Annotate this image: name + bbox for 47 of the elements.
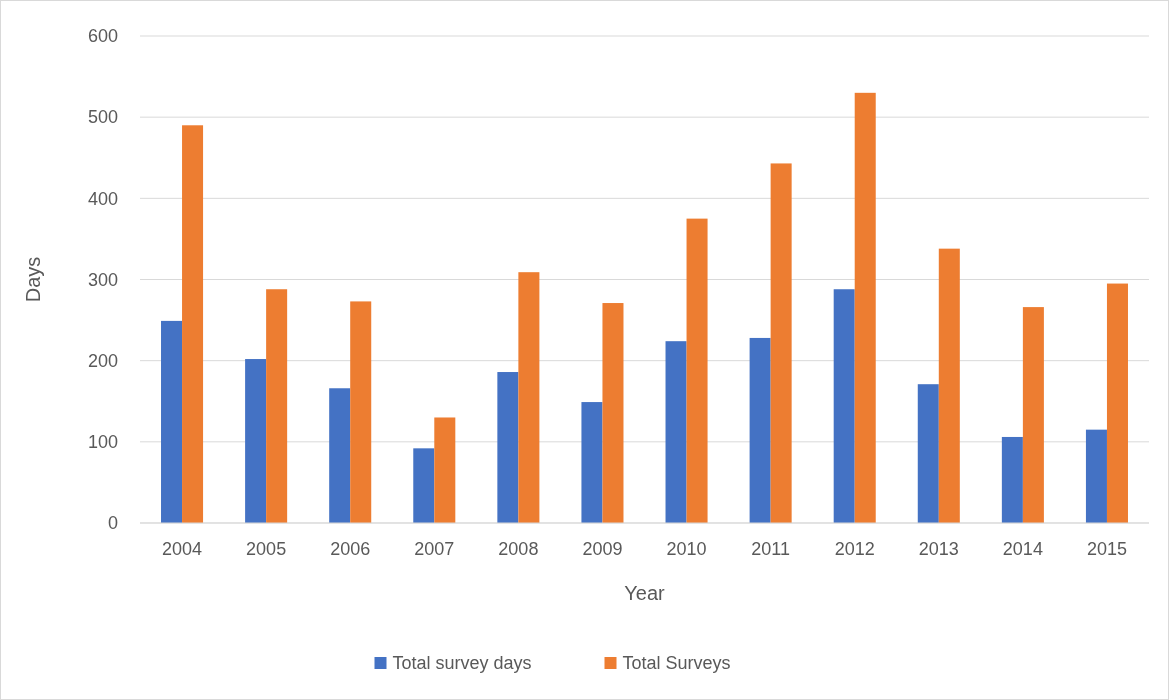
y-axis-title: Days (22, 256, 44, 303)
bar (518, 272, 540, 523)
legend-label: Total Surveys (622, 653, 731, 674)
bar (182, 125, 204, 523)
x-tick-label: 2010 (666, 539, 707, 559)
y-tick-label: 600 (87, 26, 118, 47)
bar (749, 337, 771, 523)
y-tick-label: 500 (87, 107, 118, 128)
x-tick-label: 2008 (498, 539, 539, 559)
bar (497, 372, 519, 523)
y-tick-label: 300 (87, 269, 118, 290)
y-tick-label: 0 (107, 513, 118, 534)
bar (770, 163, 792, 523)
x-tick-label: 2014 (1002, 539, 1043, 559)
x-tick-label: 2015 (1086, 539, 1127, 559)
bar (329, 388, 351, 523)
x-tick-label: 2013 (918, 539, 959, 559)
bar (245, 359, 267, 523)
bar (161, 320, 183, 523)
x-tick-label: 2007 (414, 539, 455, 559)
x-axis-title: Year (624, 582, 666, 604)
bar (665, 341, 687, 523)
y-tick-label: 100 (87, 432, 118, 453)
y-tick-label: 200 (87, 350, 118, 371)
bar (833, 289, 855, 523)
x-tick-label: 2012 (834, 539, 875, 559)
x-tick-label: 2009 (582, 539, 623, 559)
bar (581, 402, 603, 523)
bar (266, 289, 288, 523)
bar (686, 218, 708, 523)
bar (938, 248, 960, 523)
bar (1085, 429, 1107, 523)
bar (602, 303, 624, 523)
bar (434, 417, 456, 523)
bar (413, 448, 435, 523)
x-tick-label: 2006 (330, 539, 371, 559)
x-tick-label: 2004 (162, 539, 203, 559)
bar (854, 92, 876, 523)
bar (917, 384, 939, 523)
y-tick-label: 400 (87, 188, 118, 209)
bar (1022, 307, 1044, 523)
x-tick-label: 2011 (751, 539, 790, 559)
x-tick-label: 2005 (246, 539, 287, 559)
legend-label: Total survey days (392, 653, 532, 674)
bar (1106, 283, 1128, 523)
bar (1001, 436, 1023, 523)
bar (350, 301, 372, 523)
